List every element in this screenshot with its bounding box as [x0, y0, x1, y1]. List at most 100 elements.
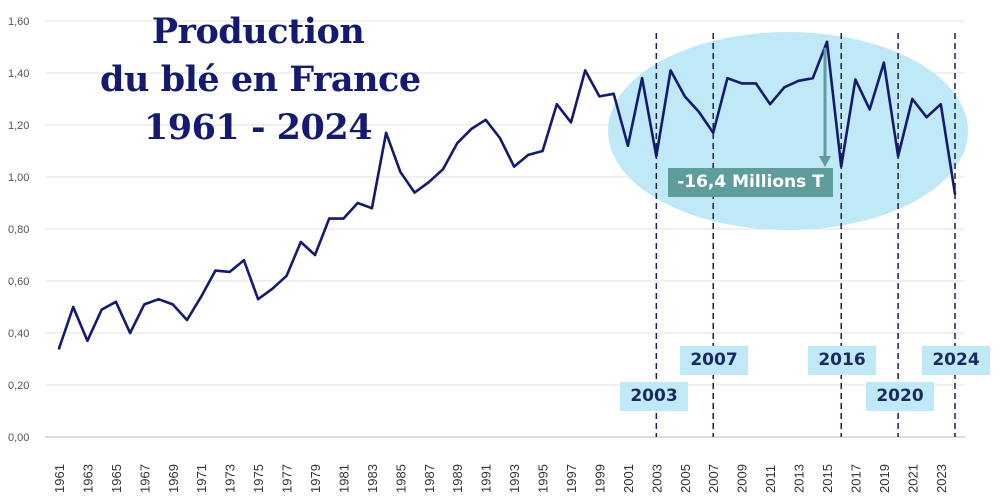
data-point	[527, 153, 530, 157]
data-point	[72, 305, 75, 309]
y-tick-label: 1,40	[8, 68, 29, 80]
data-point	[726, 77, 729, 80]
x-tick-label: 2009	[735, 464, 750, 493]
data-point	[399, 170, 402, 173]
x-tick-label: 2005	[678, 464, 693, 493]
gridlines	[45, 20, 965, 438]
data-point	[683, 95, 686, 98]
data-point	[754, 82, 758, 85]
title-line-1: Production	[151, 11, 365, 52]
y-tick-label: 0,80	[8, 224, 29, 236]
x-tick-label: 1963	[80, 464, 95, 493]
data-point	[882, 61, 886, 64]
data-point	[569, 121, 573, 124]
data-point	[712, 131, 715, 134]
x-tick-label: 1977	[280, 464, 295, 493]
x-tick-label: 2003	[649, 464, 664, 493]
x-tick-label: 2015	[820, 464, 835, 493]
data-point	[939, 103, 942, 106]
x-tick-label: 1989	[450, 464, 465, 493]
x-tick-label: 1987	[422, 464, 437, 493]
x-tick-label: 1969	[166, 464, 181, 493]
y-axis: 0,00 0,20 0,40 0,60 0,80 1,00 1,20 1,40 1,60	[8, 16, 29, 444]
drop-annotation: -16,4 Millions T	[668, 168, 833, 197]
series-line	[57, 40, 957, 350]
year-label-2003: 2003	[620, 382, 688, 411]
x-tick-label: 1991	[479, 464, 494, 493]
data-point	[498, 136, 502, 140]
x-tick-label: 1993	[507, 464, 522, 493]
y-tick-label: 1,60	[8, 16, 29, 28]
data-point	[427, 181, 430, 184]
data-point	[640, 77, 644, 80]
title-line-3: 1961 - 2024	[143, 107, 373, 148]
data-point	[953, 192, 957, 196]
data-point	[484, 118, 487, 122]
data-point	[626, 144, 630, 147]
x-tick-label: 1967	[137, 464, 152, 493]
data-point	[57, 347, 61, 350]
x-tick-label: 1975	[251, 464, 266, 493]
x-tick-label: 1965	[109, 464, 124, 493]
highlight-ellipse	[608, 32, 968, 230]
data-point	[811, 77, 814, 80]
data-point	[413, 191, 416, 194]
arrow-head	[819, 156, 831, 167]
data-point	[242, 259, 246, 262]
data-point	[555, 103, 558, 106]
data-point	[840, 165, 843, 168]
data-point	[228, 270, 231, 274]
data-point	[868, 108, 871, 111]
data-point	[356, 201, 359, 205]
data-point	[584, 69, 587, 72]
data-point	[342, 217, 345, 220]
data-point	[925, 116, 928, 119]
x-tick-label: 2017	[848, 464, 863, 493]
x-tick-label: 1981	[336, 464, 351, 493]
data-point	[128, 331, 132, 335]
x-tick-label: 1973	[223, 464, 238, 493]
data-point	[100, 308, 103, 311]
data-point	[612, 92, 615, 96]
data-point	[143, 303, 146, 306]
data-point	[214, 269, 217, 272]
y-tick-label: 1,00	[8, 172, 29, 184]
data-point	[911, 97, 914, 101]
data-point	[313, 253, 317, 257]
x-tick-label: 2007	[706, 464, 721, 493]
x-tick-label: 1995	[536, 464, 551, 493]
data-point	[299, 240, 302, 244]
drop-arrow	[57, 40, 957, 350]
data-point	[271, 287, 274, 290]
year-label-2020: 2020	[866, 382, 934, 411]
data-point	[256, 298, 260, 301]
x-tick-label: 2011	[763, 465, 778, 493]
x-axis: 1961 1963 1965 1967 1969 1971 1973 1975 1977 1979…	[52, 464, 949, 493]
x-tick-label: 1971	[194, 464, 209, 493]
data-point	[456, 142, 459, 145]
x-tick-label: 2021	[905, 464, 920, 493]
data-point	[669, 69, 672, 72]
title-line-2: du blé en France	[100, 59, 421, 100]
data-point	[328, 217, 331, 220]
x-tick-label: 2001	[621, 464, 636, 493]
year-label-2024: 2024	[922, 346, 990, 375]
data-point	[541, 149, 544, 153]
year-label-2007: 2007	[680, 346, 748, 375]
y-tick-label: 0,20	[8, 380, 29, 392]
data-point	[114, 300, 118, 303]
x-tick-label: 1979	[308, 464, 323, 493]
data-point	[441, 168, 445, 171]
data-point	[370, 207, 374, 210]
data-point	[825, 40, 829, 43]
data-point	[384, 131, 388, 134]
highlight-lines	[655, 33, 956, 437]
x-tick-label: 1961	[52, 464, 67, 493]
y-tick-label: 0,00	[8, 432, 29, 444]
x-tick-label: 2023	[934, 464, 949, 493]
data-point	[598, 95, 601, 98]
x-tick-label: 1985	[393, 464, 408, 493]
y-tick-label: 0,40	[8, 328, 29, 340]
data-point	[797, 79, 800, 83]
data-point	[854, 78, 857, 81]
